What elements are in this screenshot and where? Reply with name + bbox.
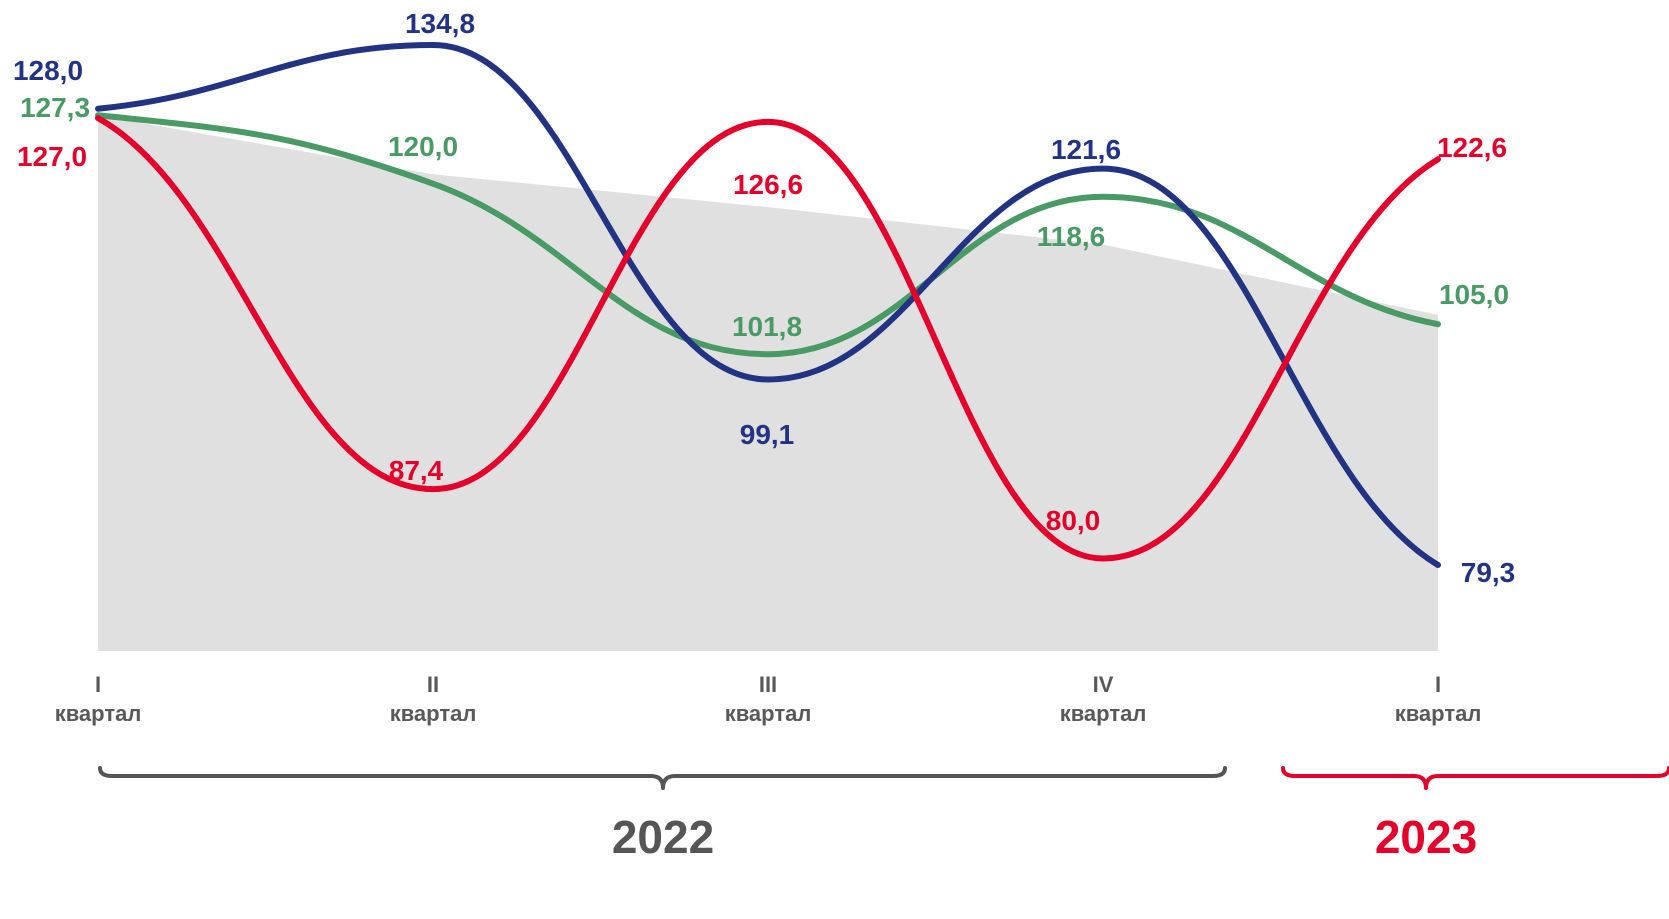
data-label: 79,3	[1461, 557, 1516, 588]
data-label: 105,0	[1439, 279, 1509, 310]
year-brace	[98, 766, 1227, 790]
series-red-line	[95, 115, 1441, 562]
data-label: 120,0	[388, 131, 458, 162]
x-tick-numeral: III	[759, 672, 777, 697]
series-blue-line	[95, 41, 1441, 568]
data-label: 127,0	[17, 141, 87, 172]
data-label: 134,8	[405, 8, 475, 39]
series-green-line	[95, 112, 1441, 358]
x-tick-numeral: II	[427, 672, 439, 697]
data-label: 126,6	[733, 169, 803, 200]
x-tick-label: квартал	[725, 701, 812, 726]
x-tick-numeral: IV	[1093, 672, 1114, 697]
year-label: 2022	[612, 811, 714, 863]
data-label: 121,6	[1051, 134, 1121, 165]
x-tick-label: квартал	[1395, 701, 1482, 726]
data-label: 128,0	[13, 55, 83, 86]
year-label: 2023	[1375, 811, 1477, 863]
data-label: 127,3	[20, 92, 90, 123]
data-label: 80,0	[1046, 505, 1101, 536]
x-tick-label: квартал	[1060, 701, 1147, 726]
data-label: 87,4	[389, 455, 444, 486]
data-label: 122,6	[1437, 132, 1507, 163]
x-tick-numeral: I	[95, 672, 101, 697]
x-tick-numeral: I	[1435, 672, 1441, 697]
background-area	[98, 115, 1438, 652]
data-label: 99,1	[740, 419, 795, 450]
x-tick-label: квартал	[55, 701, 142, 726]
data-label: 101,8	[732, 311, 802, 342]
data-label: 118,6	[1037, 221, 1106, 252]
year-brace	[1281, 766, 1669, 790]
x-tick-label: квартал	[390, 701, 477, 726]
